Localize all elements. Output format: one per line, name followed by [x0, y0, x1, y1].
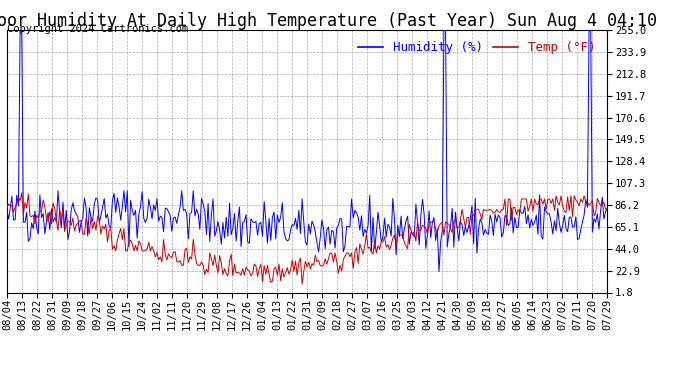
- Text: Copyright 2024 Cartronics.com: Copyright 2024 Cartronics.com: [7, 24, 188, 34]
- Legend: Humidity (%), Temp (°F): Humidity (%), Temp (°F): [353, 36, 601, 59]
- Title: Outdoor Humidity At Daily High Temperature (Past Year) Sun Aug 4 04:10: Outdoor Humidity At Daily High Temperatu…: [0, 12, 657, 30]
